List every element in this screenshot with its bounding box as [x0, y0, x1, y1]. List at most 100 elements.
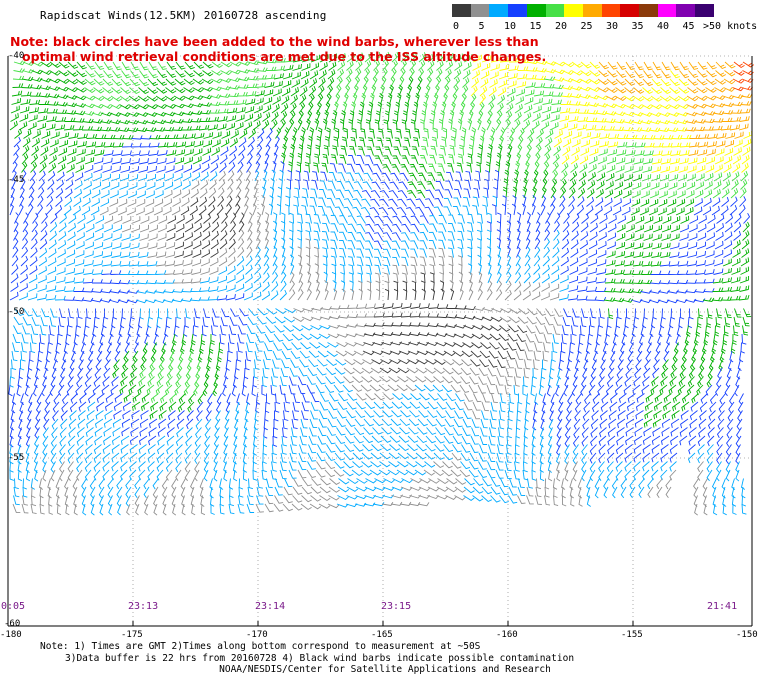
wind-barb — [202, 384, 209, 397]
wind-barb — [474, 179, 480, 190]
wind-barb — [165, 469, 173, 481]
wind-barb — [265, 229, 269, 241]
wind-barb — [633, 251, 644, 258]
wind-barb — [724, 70, 736, 77]
wind-barb — [47, 101, 59, 106]
wind-barb — [737, 410, 743, 422]
wind-barb — [590, 214, 599, 224]
footer-line-1: Note: 1) Times are GMT 2)Times along bot… — [40, 641, 481, 652]
wind-barb — [504, 289, 512, 301]
wind-barb — [301, 204, 308, 216]
wind-barb — [41, 384, 47, 397]
wind-barb — [181, 197, 190, 207]
wind-barb — [607, 223, 617, 233]
wind-barb — [197, 393, 204, 405]
wind-barb — [373, 248, 382, 258]
wind-barb — [229, 69, 241, 75]
wind-barb — [470, 85, 478, 97]
wind-barb — [319, 61, 328, 71]
wind-barb — [551, 256, 560, 267]
wind-barb — [357, 272, 363, 284]
wind-barb — [247, 316, 257, 326]
wind-barb — [532, 418, 537, 431]
wind-barb — [299, 135, 305, 148]
wind-barb — [438, 214, 447, 224]
wind-barb — [430, 280, 435, 292]
wind-barb — [110, 384, 119, 395]
wind-barb — [463, 188, 471, 199]
wind-barb — [337, 324, 349, 329]
wind-barb — [72, 478, 78, 490]
wind-barb — [166, 367, 174, 379]
wind-barb — [496, 452, 504, 463]
wind-barb — [222, 384, 227, 397]
wind-barb — [211, 139, 221, 148]
wind-barb — [75, 164, 85, 173]
wind-barb — [398, 444, 409, 452]
wind-barb — [157, 224, 167, 233]
wind-barb — [289, 152, 294, 165]
wind-barb — [174, 78, 186, 86]
wind-barb — [570, 154, 579, 165]
wind-barb — [604, 333, 609, 346]
wind-barb — [76, 223, 86, 233]
wind-barb — [109, 325, 114, 337]
wind-barb — [595, 197, 604, 207]
wind-barb — [624, 87, 636, 94]
wind-barb — [498, 79, 508, 88]
wind-barb — [660, 78, 671, 87]
wind-barb — [643, 367, 651, 379]
wind-barb — [144, 207, 154, 216]
wind-barb — [677, 384, 686, 395]
wind-barb — [85, 427, 94, 437]
wind-barb — [623, 269, 635, 275]
wind-barb — [184, 61, 195, 70]
wind-barb — [707, 435, 715, 447]
wind-barb — [658, 289, 670, 294]
wind-barb — [322, 255, 328, 267]
wind-barb — [306, 254, 311, 267]
wind-barb — [316, 461, 326, 470]
wind-barb — [372, 502, 385, 507]
wind-barb — [588, 249, 598, 258]
wind-barb — [364, 164, 373, 173]
wind-barb — [553, 69, 565, 75]
wind-barb — [377, 101, 382, 114]
wind-barb — [341, 110, 346, 122]
wind-barb — [685, 288, 697, 294]
wind-barb — [48, 239, 57, 250]
wind-barb — [371, 359, 383, 365]
wind-barb — [331, 271, 337, 284]
wind-barb — [489, 418, 497, 429]
wind-barb — [436, 495, 448, 500]
wind-barb — [46, 276, 57, 284]
wind-barb — [373, 164, 382, 173]
wind-barb — [293, 204, 299, 216]
wind-barb — [307, 461, 316, 470]
wind-barb — [313, 162, 319, 173]
wind-barb — [669, 251, 680, 258]
wind-barb — [162, 486, 168, 499]
wind-barb — [722, 94, 735, 100]
wind-barb — [698, 427, 706, 438]
wind-barb — [435, 427, 446, 436]
wind-barb — [409, 312, 421, 318]
wind-barb — [713, 180, 722, 190]
wind-barb — [712, 110, 725, 116]
wind-barb — [615, 461, 623, 472]
wind-barb — [313, 222, 321, 233]
wind-barb — [463, 401, 473, 411]
wind-barb — [378, 207, 389, 216]
wind-barb — [598, 316, 604, 328]
wind-barb — [581, 452, 588, 464]
wind-barb — [707, 427, 715, 438]
wind-barb — [452, 359, 464, 366]
wind-barb — [347, 154, 356, 165]
wind-barb — [162, 126, 175, 132]
wind-barb — [261, 290, 271, 301]
wind-barb — [479, 359, 489, 368]
wind-barb — [301, 316, 314, 322]
wind-barb — [419, 256, 427, 267]
wind-barb — [706, 223, 716, 233]
wind-barb — [311, 393, 320, 403]
